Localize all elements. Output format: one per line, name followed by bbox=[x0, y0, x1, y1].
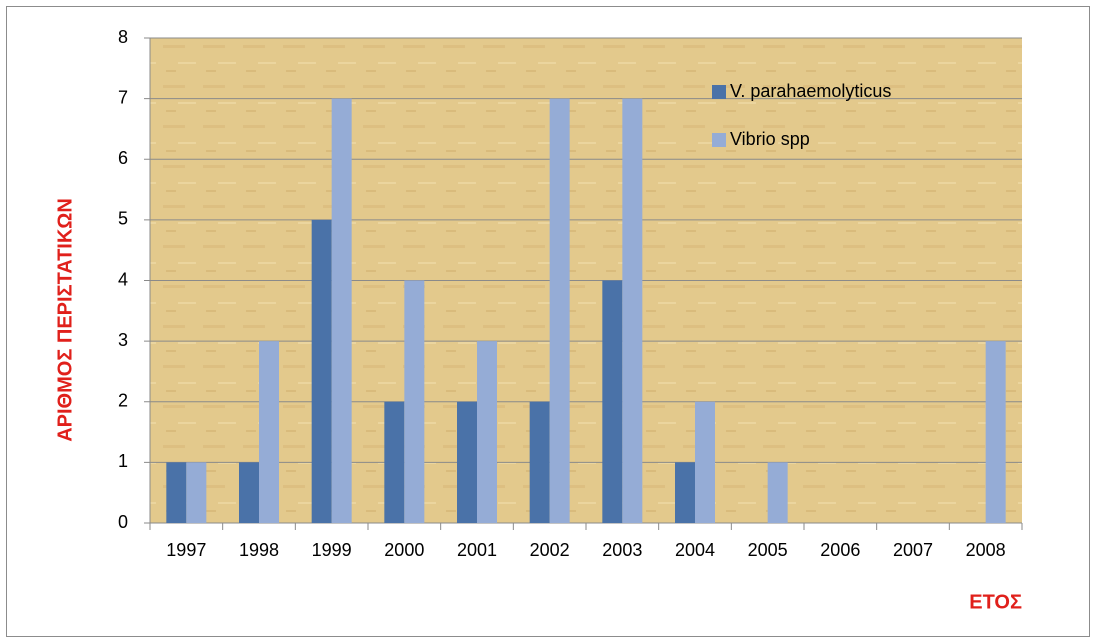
bar bbox=[477, 341, 497, 523]
bar bbox=[767, 462, 788, 523]
x-tick-label: 1998 bbox=[239, 540, 279, 560]
y-tick-label: 1 bbox=[118, 451, 128, 471]
x-tick-label: 2008 bbox=[966, 540, 1006, 560]
x-tick-label: 2007 bbox=[893, 540, 933, 560]
legend-label: V. parahaemolyticus bbox=[730, 81, 891, 101]
y-tick-label: 7 bbox=[118, 87, 128, 107]
bar bbox=[695, 401, 715, 523]
y-tick-label: 5 bbox=[118, 209, 128, 229]
bar bbox=[259, 341, 279, 523]
bar bbox=[186, 462, 207, 523]
legend-label: Vibrio spp bbox=[730, 129, 810, 149]
x-tick-label: 2004 bbox=[675, 540, 715, 560]
y-tick-label: 4 bbox=[118, 269, 128, 289]
y-axis-title: ΑΡΙΘΜΟΣ ΠΕΡΙΣΤΑΤΙΚΩΝ bbox=[54, 198, 76, 442]
x-tick-label: 1999 bbox=[312, 540, 352, 560]
legend-swatch bbox=[712, 85, 726, 99]
bar bbox=[384, 401, 405, 523]
bar bbox=[622, 98, 643, 523]
bar bbox=[331, 98, 352, 523]
x-tick-label: 2005 bbox=[748, 540, 788, 560]
y-tick-label: 2 bbox=[118, 391, 128, 411]
x-tick-label: 2006 bbox=[820, 540, 860, 560]
bar bbox=[457, 401, 477, 523]
x-axis-title: ΕΤΟΣ bbox=[969, 591, 1022, 613]
bar bbox=[985, 341, 1006, 523]
x-tick-label: 1997 bbox=[166, 540, 206, 560]
x-tick-label: 2003 bbox=[602, 540, 642, 560]
bar bbox=[404, 280, 425, 523]
x-tick-label: 2000 bbox=[384, 540, 424, 560]
y-tick-label: 0 bbox=[118, 512, 128, 532]
y-tick-label: 8 bbox=[118, 27, 128, 47]
y-tick-label: 3 bbox=[118, 330, 128, 350]
legend-swatch bbox=[712, 133, 726, 147]
x-tick-label: 2002 bbox=[530, 540, 570, 560]
x-tick-label: 2001 bbox=[457, 540, 497, 560]
bar bbox=[166, 462, 187, 523]
y-tick-label: 6 bbox=[118, 148, 128, 168]
bar bbox=[602, 280, 623, 523]
bar bbox=[529, 401, 550, 523]
bar bbox=[675, 462, 695, 523]
bar bbox=[239, 462, 259, 523]
bar bbox=[549, 98, 570, 523]
bar bbox=[311, 219, 332, 523]
